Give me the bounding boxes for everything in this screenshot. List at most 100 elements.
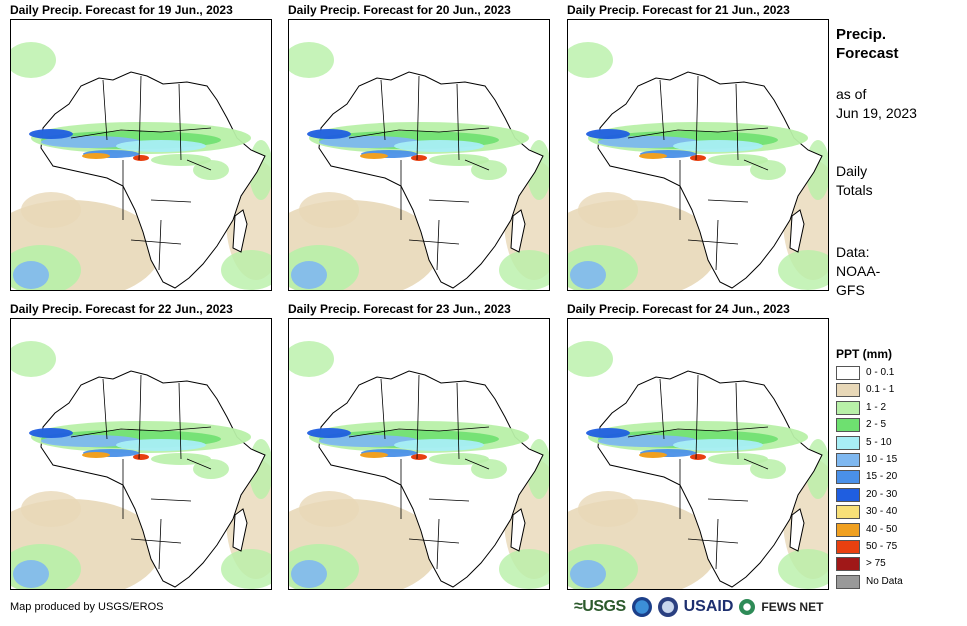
- madagascar: [789, 209, 805, 253]
- precip-area: [598, 136, 698, 148]
- country-borders: [348, 374, 490, 570]
- map-canvas: [289, 42, 549, 290]
- forecast-map: [288, 19, 550, 291]
- legend-swatch: [836, 418, 860, 433]
- precip-area: [568, 42, 613, 78]
- madagascar: [232, 209, 248, 253]
- legend-label: 40 - 50: [866, 523, 898, 535]
- precip-area: [133, 155, 149, 161]
- panel-title: Daily Precip. Forecast for 21 Jun., 2023: [567, 3, 790, 17]
- precip-area: [11, 42, 56, 78]
- totals-note: Daily Totals: [836, 162, 873, 200]
- legend-swatch: [836, 505, 860, 520]
- as-of-label: as of: [836, 86, 867, 102]
- precip-area: [578, 491, 638, 527]
- madagascar: [789, 508, 805, 552]
- madagascar: [232, 508, 248, 552]
- map-canvas: [289, 341, 549, 589]
- madagascar: [510, 209, 526, 253]
- usgs-logo: ≈USGS: [574, 598, 626, 615]
- precip-area: [291, 261, 327, 289]
- panel-title: Daily Precip. Forecast for 22 Jun., 2023: [10, 302, 233, 316]
- legend-swatch: [836, 540, 860, 554]
- legend-item: 50 - 75: [836, 540, 897, 554]
- forecast-map: [567, 19, 829, 291]
- country-borders: [627, 75, 769, 271]
- legend-swatch: [836, 400, 860, 415]
- precip-area: [41, 136, 141, 148]
- as-of-date: as of Jun 19, 2023: [836, 85, 917, 123]
- legend-item: > 75: [836, 557, 886, 572]
- legend-label: > 75: [866, 558, 886, 570]
- precip-area: [307, 428, 351, 438]
- legend-swatch: [836, 435, 860, 450]
- precip-area: [221, 549, 271, 589]
- forecast-map: [288, 318, 550, 590]
- legend-label: 50 - 75: [866, 541, 898, 552]
- product-title: Precip. Forecast: [836, 25, 899, 63]
- precip-area: [13, 261, 49, 289]
- precip-area: [499, 250, 549, 290]
- panel-title: Daily Precip. Forecast for 19 Jun., 2023: [10, 3, 233, 17]
- country-borders: [70, 75, 212, 271]
- precip-area: [690, 454, 706, 460]
- legend-item: 5 - 10: [836, 435, 892, 450]
- precip-area: [11, 341, 56, 377]
- legend-title: PPT (mm): [836, 347, 893, 361]
- precip-area: [639, 452, 667, 458]
- precip-area: [82, 452, 110, 458]
- precip-area: [570, 261, 606, 289]
- precip-area: [639, 153, 667, 159]
- precip-area: [394, 439, 484, 451]
- precip-area: [411, 155, 427, 161]
- noaa-logo-icon: [631, 597, 652, 617]
- precip-area: [673, 439, 763, 451]
- legend-label: 5 - 10: [866, 436, 892, 448]
- totals-line2: Totals: [836, 182, 873, 198]
- precip-area: [116, 439, 206, 451]
- totals-line1: Daily: [836, 163, 868, 179]
- precip-area: [360, 153, 388, 159]
- precip-area: [568, 341, 613, 377]
- precip-area: [778, 549, 828, 589]
- legend-item: 20 - 30: [836, 487, 898, 502]
- state-dept-seal-icon: [657, 597, 678, 617]
- precip-area: [578, 192, 638, 228]
- fews-net-globe-icon: [739, 599, 756, 615]
- legend-swatch: [836, 383, 860, 398]
- legend-label: 15 - 20: [866, 471, 898, 483]
- precip-area: [299, 192, 359, 228]
- legend-label: 20 - 30: [866, 488, 898, 500]
- legend-item: No Data: [836, 574, 903, 589]
- precip-area: [319, 435, 419, 447]
- map-canvas: [568, 341, 828, 589]
- precip-area: [411, 454, 427, 460]
- precip-area: [598, 435, 698, 447]
- legend-label: 30 - 40: [866, 506, 898, 518]
- country-borders: [70, 374, 212, 570]
- panel-title: Daily Precip. Forecast for 20 Jun., 2023: [288, 3, 511, 17]
- fews-net-logo: FEWS NET: [761, 600, 824, 614]
- precip-area: [319, 136, 419, 148]
- product-title-line2: Forecast: [836, 45, 899, 62]
- precip-area: [673, 140, 763, 152]
- precip-area: [778, 250, 828, 290]
- precip-area: [116, 140, 206, 152]
- legend-label: 0 - 0.1: [866, 367, 895, 378]
- product-title-line1: Precip.: [836, 26, 887, 43]
- precip-area: [690, 155, 706, 161]
- precip-area: [360, 452, 388, 458]
- madagascar: [510, 508, 526, 552]
- legend-label: 2 - 5: [866, 419, 887, 431]
- country-borders: [627, 374, 769, 570]
- data-source: Data: NOAA- GFS: [836, 243, 880, 300]
- precip-area: [21, 491, 81, 527]
- map-credit: Map produced by USGS/EROS: [10, 601, 164, 613]
- precip-area: [133, 454, 149, 460]
- forecast-map: [567, 318, 829, 590]
- map-canvas: [568, 42, 828, 290]
- map-canvas: [11, 42, 271, 290]
- legend-label: 10 - 15: [866, 454, 898, 465]
- precip-area: [586, 129, 630, 139]
- legend-swatch: [836, 366, 860, 380]
